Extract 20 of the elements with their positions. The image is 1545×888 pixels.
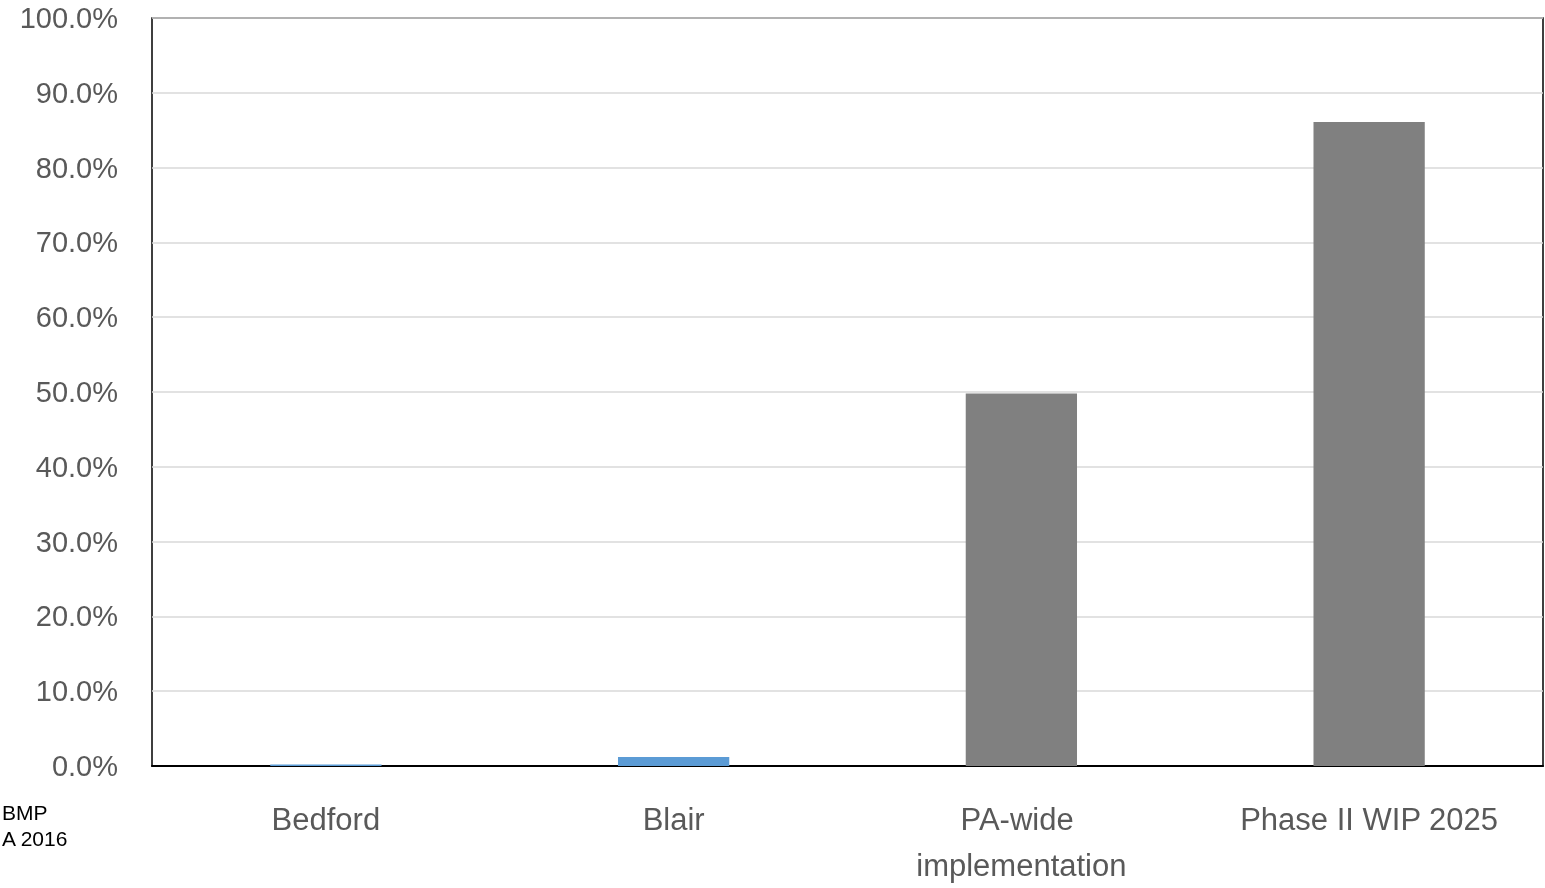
text: BMP bbox=[2, 800, 49, 826]
x-tick-label: PA-wide implementation bbox=[916, 801, 1127, 883]
bar bbox=[965, 393, 1078, 766]
y-tick-label: 50.0% bbox=[35, 376, 118, 408]
y-tick-label: 30.0% bbox=[35, 525, 118, 558]
y-tick-label: 0.0% bbox=[51, 750, 118, 782]
y-tick-label: 100.0% bbox=[19, 2, 118, 34]
x-tick-label: Blair bbox=[642, 801, 705, 837]
y-tick-label: 20.0% bbox=[35, 600, 118, 633]
x-tick-label: Bedford bbox=[271, 801, 381, 837]
y-tick-label: 40.0% bbox=[35, 450, 118, 483]
bar bbox=[1313, 121, 1425, 766]
y-tick-label: 80.0% bbox=[35, 151, 118, 184]
y-tick-label: 90.0% bbox=[35, 76, 118, 109]
y-tick-label: 60.0% bbox=[35, 301, 118, 334]
y-tick-label: 10.0% bbox=[35, 675, 118, 708]
bar bbox=[617, 757, 730, 766]
x-tick-label: Phase II WIP 2025 bbox=[1240, 801, 1499, 837]
text: A 2016 bbox=[2, 826, 68, 853]
y-tick-label: 70.0% bbox=[35, 226, 118, 259]
